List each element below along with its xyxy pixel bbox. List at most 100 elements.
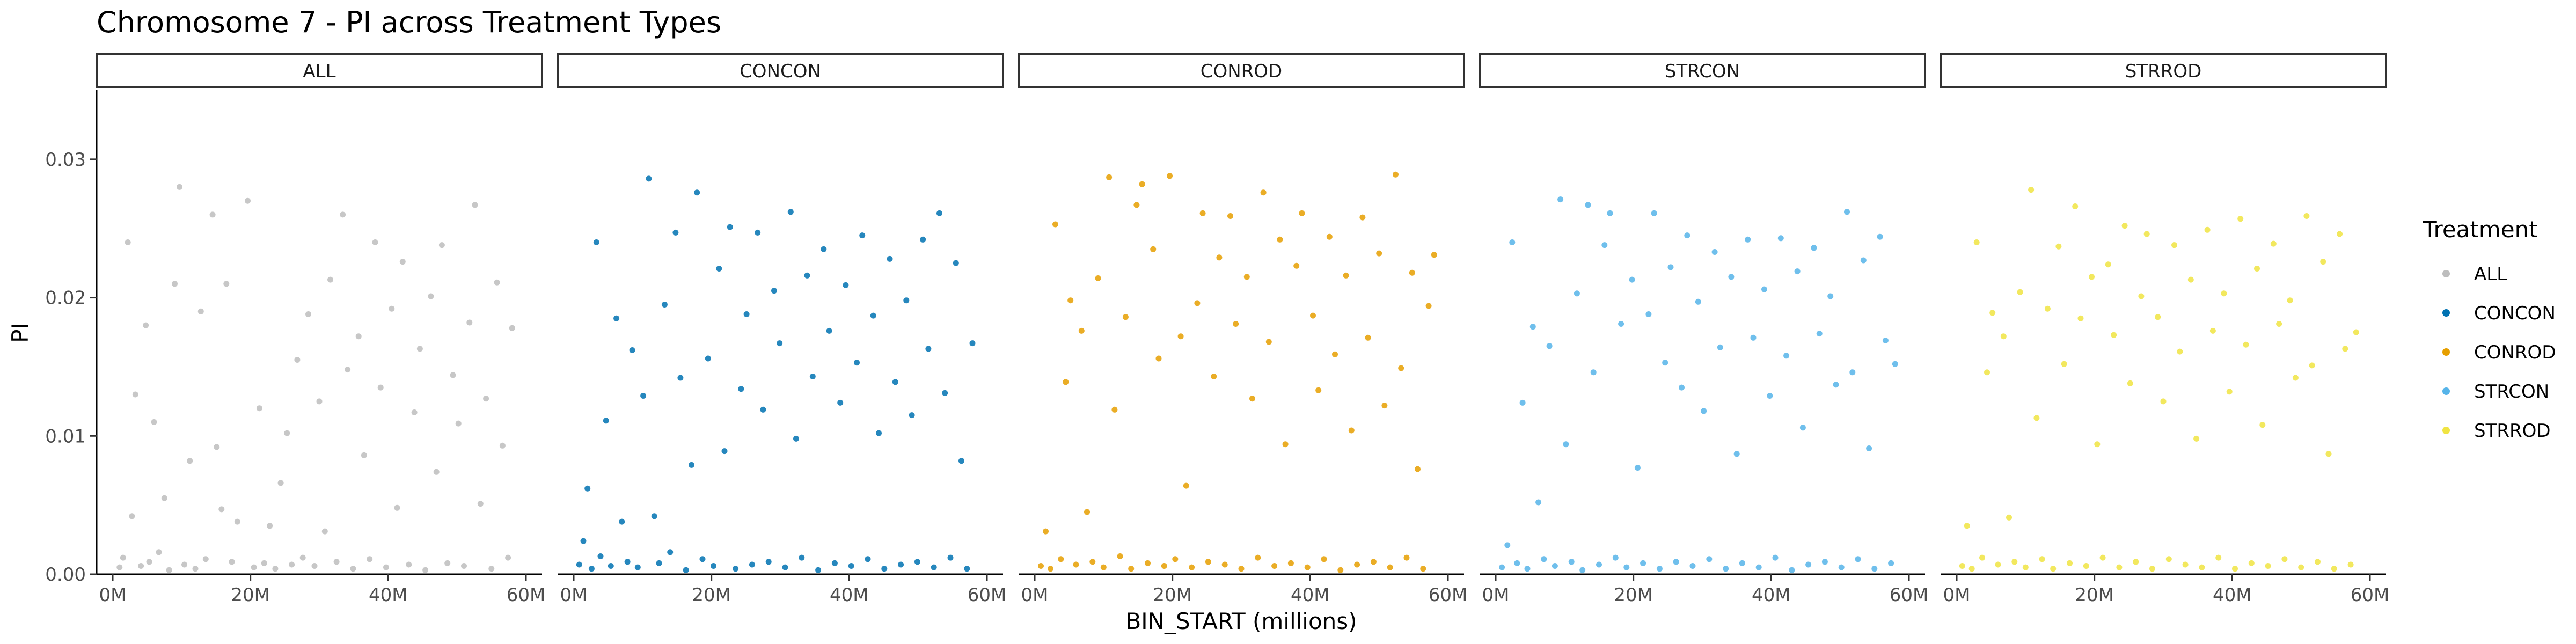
facet-strip — [557, 53, 1004, 88]
data-point — [1640, 560, 1646, 566]
data-point — [1568, 559, 1575, 565]
data-point — [116, 564, 123, 570]
data-point — [782, 564, 788, 570]
data-point — [1205, 559, 1211, 565]
data-point — [705, 355, 711, 362]
data-point — [1415, 466, 1421, 472]
data-point — [1579, 567, 1586, 573]
data-point — [2342, 346, 2348, 352]
data-point — [689, 462, 694, 468]
data-point — [433, 469, 440, 475]
data-point — [821, 246, 827, 252]
data-point — [1058, 556, 1064, 562]
data-point — [2160, 398, 2167, 405]
data-point — [677, 375, 684, 381]
data-point — [2232, 566, 2238, 572]
data-point — [716, 266, 722, 272]
data-point — [1827, 293, 1834, 299]
data-point — [1332, 351, 1338, 357]
data-point — [499, 442, 506, 449]
data-point — [277, 480, 284, 486]
facet-strip — [1018, 53, 1465, 88]
data-point — [1689, 563, 1696, 569]
data-point — [1043, 528, 1049, 535]
legend-swatch — [2442, 270, 2450, 277]
x-tick-label: 20M — [2075, 584, 2114, 606]
data-point — [2281, 556, 2288, 562]
data-point — [1888, 560, 1894, 566]
data-point — [256, 405, 262, 412]
data-point — [2226, 389, 2233, 395]
points-strrod — [1959, 187, 2359, 572]
data-point — [1656, 566, 1663, 572]
data-point — [1755, 564, 1762, 570]
x-tick-label: 20M — [1153, 584, 1192, 606]
data-point — [1679, 384, 1685, 391]
data-point — [1723, 566, 1729, 572]
data-point — [1084, 509, 1090, 515]
data-point — [299, 554, 306, 561]
legend-title: Treatment — [2423, 216, 2538, 243]
data-point — [355, 333, 362, 340]
data-point — [1150, 246, 1157, 252]
data-point — [2165, 556, 2172, 562]
data-point — [416, 346, 423, 352]
data-point — [1133, 202, 1140, 208]
x-tick-label: 20M — [231, 584, 270, 606]
data-point — [1662, 360, 1668, 366]
data-point — [2320, 259, 2326, 265]
data-point — [892, 379, 898, 385]
legend-item-all: ALL — [2442, 264, 2507, 285]
data-point — [699, 556, 706, 562]
data-point — [192, 566, 199, 572]
data-point — [218, 506, 225, 513]
data-point — [1172, 556, 1179, 562]
data-point — [143, 322, 149, 328]
data-point — [411, 409, 418, 415]
legend-item-conrod: CONROD — [2442, 342, 2556, 363]
data-point — [1370, 559, 1377, 565]
data-point — [129, 513, 135, 519]
data-point — [640, 393, 647, 399]
x-tick-label: 40M — [2213, 584, 2252, 606]
data-point — [1541, 556, 1547, 562]
data-point — [936, 210, 942, 216]
data-point — [1684, 232, 1690, 239]
data-point — [2039, 556, 2045, 562]
data-point — [261, 560, 267, 566]
data-point — [2209, 327, 2216, 334]
y-tick-label: 0.03 — [45, 149, 86, 171]
data-point — [1750, 334, 1757, 341]
data-point — [1359, 214, 1366, 221]
data-point — [166, 567, 172, 573]
data-point — [1717, 344, 1723, 350]
data-point — [488, 566, 495, 572]
data-point — [613, 315, 620, 321]
facet-panel-conrod: CONROD 0M 20M 40M 60M — [1018, 53, 1467, 606]
data-point — [2298, 564, 2304, 570]
data-point — [1354, 561, 1360, 568]
data-point — [1078, 327, 1085, 334]
data-point — [1995, 561, 2001, 568]
data-point — [887, 255, 893, 262]
data-point — [483, 396, 489, 402]
data-point — [843, 282, 849, 288]
data-point — [394, 504, 400, 511]
data-point — [1293, 262, 1300, 269]
data-point — [494, 279, 500, 286]
data-point — [2133, 559, 2139, 565]
data-point — [2111, 332, 2117, 338]
facet-panel-strcon: STRCON 0M 20M 40M 60M — [1479, 53, 1928, 606]
data-point — [1667, 264, 1674, 270]
data-point — [2072, 203, 2079, 209]
data-point — [1238, 566, 1245, 572]
legend-swatch — [2442, 387, 2450, 395]
data-point — [438, 242, 445, 248]
data-point — [1590, 369, 1597, 376]
legend-label: CONCON — [2474, 303, 2556, 324]
x-tick-label: 0M — [560, 584, 588, 606]
data-point — [624, 559, 631, 565]
data-point — [793, 435, 799, 442]
data-point — [1745, 236, 1751, 243]
data-point — [711, 563, 716, 569]
